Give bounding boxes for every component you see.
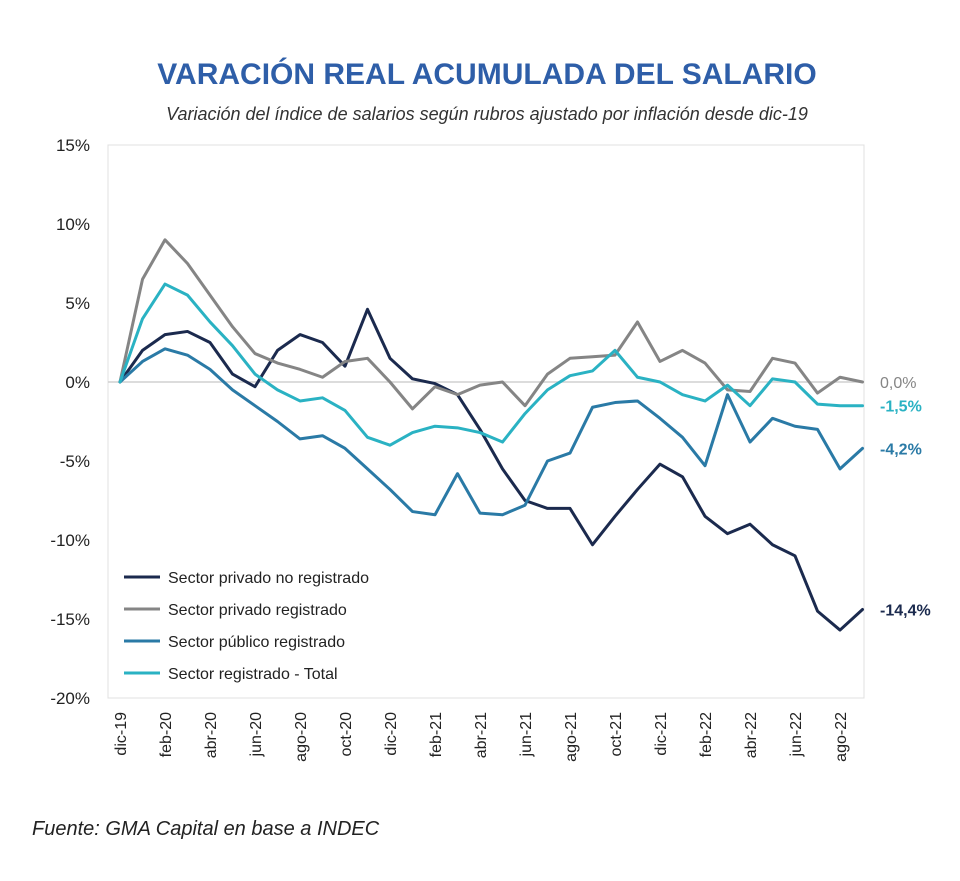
legend-label: Sector registrado - Total: [168, 666, 338, 683]
chart-title: VARACIÓN REAL ACUMULADA DEL SALARIO: [157, 57, 816, 91]
x-tick-label: oct-20: [338, 712, 355, 757]
y-tick-label: 5%: [65, 294, 90, 313]
y-tick-label: 10%: [56, 215, 90, 234]
plot-area: [107, 144, 865, 699]
x-tick-label: feb-22: [698, 712, 715, 757]
x-tick-label: abr-21: [473, 712, 490, 758]
x-tick-label: oct-21: [608, 712, 625, 757]
x-tick-label: ago-20: [293, 712, 310, 762]
x-tick-label: abr-22: [743, 712, 760, 758]
y-tick-label: 0%: [65, 373, 90, 392]
x-tick-label: feb-20: [158, 712, 175, 757]
x-tick-label: feb-21: [428, 712, 445, 757]
y-tick-label: 15%: [56, 136, 90, 155]
x-tick-label: abr-20: [203, 712, 220, 758]
x-tick-label: dic-19: [113, 712, 130, 756]
end-label: -4,2%: [880, 441, 922, 458]
x-tick-label: jun-20: [248, 712, 265, 758]
x-tick-label: dic-21: [653, 712, 670, 756]
series-line: [118, 307, 864, 632]
x-tick-label: dic-20: [383, 712, 400, 756]
legend-label: Sector privado no registrado: [168, 570, 369, 587]
x-tick-label: jun-22: [788, 712, 805, 758]
y-tick-label: -10%: [50, 531, 90, 550]
x-tick-label: ago-21: [563, 712, 580, 762]
series-line: [118, 347, 864, 517]
end-label: -14,4%: [880, 603, 931, 620]
source: Fuente: GMA Capital en base a INDEC: [32, 818, 380, 840]
series-line: [118, 282, 864, 447]
x-tick-label: ago-22: [833, 712, 850, 762]
x-tick-label: jun-21: [518, 712, 535, 758]
y-tick-label: -5%: [60, 452, 90, 471]
end-label: -1,5%: [880, 399, 922, 416]
y-tick-label: -15%: [50, 610, 90, 629]
end-label: 0,0%: [880, 375, 916, 392]
legend-label: Sector privado registrado: [168, 602, 347, 619]
series-line: [118, 238, 864, 411]
legend-label: Sector público registrado: [168, 634, 345, 651]
y-tick-label: -20%: [50, 689, 90, 708]
chart-subtitle: Variación del índice de salarios según r…: [166, 104, 808, 124]
